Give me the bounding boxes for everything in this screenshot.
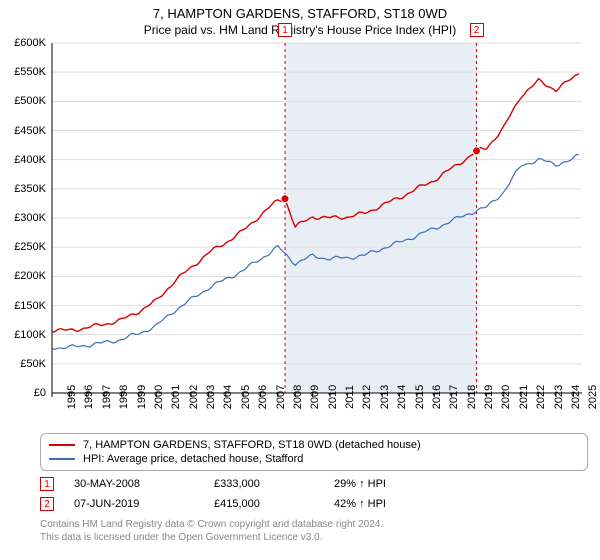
y-tick-label: £500K (14, 95, 46, 107)
legend: 7, HAMPTON GARDENS, STAFFORD, ST18 0WD (… (40, 433, 588, 471)
sale-date: 07-JUN-2019 (74, 498, 194, 510)
y-tick-label: £200K (14, 270, 46, 282)
plot-svg (52, 43, 582, 393)
copyright-text: Contains HM Land Registry data © Crown c… (40, 519, 600, 544)
sale-hpi-diff: 29% ↑ HPI (334, 478, 386, 490)
sale-hpi-diff: 42% ↑ HPI (334, 498, 386, 510)
legend-swatch-2 (49, 458, 75, 460)
chart-subtitle: Price paid vs. HM Land Registry's House … (0, 21, 600, 39)
y-tick-label: £550K (14, 66, 46, 78)
legend-label-1: 7, HAMPTON GARDENS, STAFFORD, ST18 0WD (… (83, 439, 421, 451)
sale-marker-box: 1 (278, 23, 292, 37)
y-tick-label: £300K (14, 212, 46, 224)
sale-row-marker: 1 (40, 477, 54, 491)
sale-marker-box: 2 (470, 23, 484, 37)
legend-swatch-1 (49, 444, 75, 446)
y-tick-label: £150K (14, 300, 46, 312)
sale-row: 1 30-MAY-2008 £333,000 29% ↑ HPI (40, 477, 600, 491)
copyright-line-1: Contains HM Land Registry data © Crown c… (40, 519, 600, 532)
y-tick-label: £50K (20, 358, 46, 370)
chart-title: 7, HAMPTON GARDENS, STAFFORD, ST18 0WD (0, 0, 600, 21)
chart-container: 7, HAMPTON GARDENS, STAFFORD, ST18 0WD P… (0, 0, 600, 560)
x-tick-label: 2025 (573, 385, 599, 409)
y-tick-label: £450K (14, 125, 46, 137)
legend-item-2: HPI: Average price, detached house, Staf… (49, 452, 579, 466)
sale-date: 30-MAY-2008 (74, 478, 194, 490)
y-tick-label: £0 (34, 387, 46, 399)
y-tick-label: £600K (14, 37, 46, 49)
sale-price: £415,000 (214, 498, 314, 510)
y-tick-label: £400K (14, 154, 46, 166)
sale-price: £333,000 (214, 478, 314, 490)
sale-row: 2 07-JUN-2019 £415,000 42% ↑ HPI (40, 497, 600, 511)
sale-rows: 1 30-MAY-2008 £333,000 29% ↑ HPI 2 07-JUN-201… (0, 477, 600, 511)
legend-label-2: HPI: Average price, detached house, Staf… (83, 453, 303, 465)
plot-area: £0£50K£100K£150K£200K£250K£300K£350K£400… (52, 43, 582, 393)
y-tick-label: £100K (14, 329, 46, 341)
y-tick-label: £250K (14, 241, 46, 253)
legend-item-1: 7, HAMPTON GARDENS, STAFFORD, ST18 0WD (… (49, 438, 579, 452)
y-tick-label: £350K (14, 183, 46, 195)
copyright-line-2: This data is licensed under the Open Gov… (40, 532, 600, 545)
sale-row-marker: 2 (40, 497, 54, 511)
